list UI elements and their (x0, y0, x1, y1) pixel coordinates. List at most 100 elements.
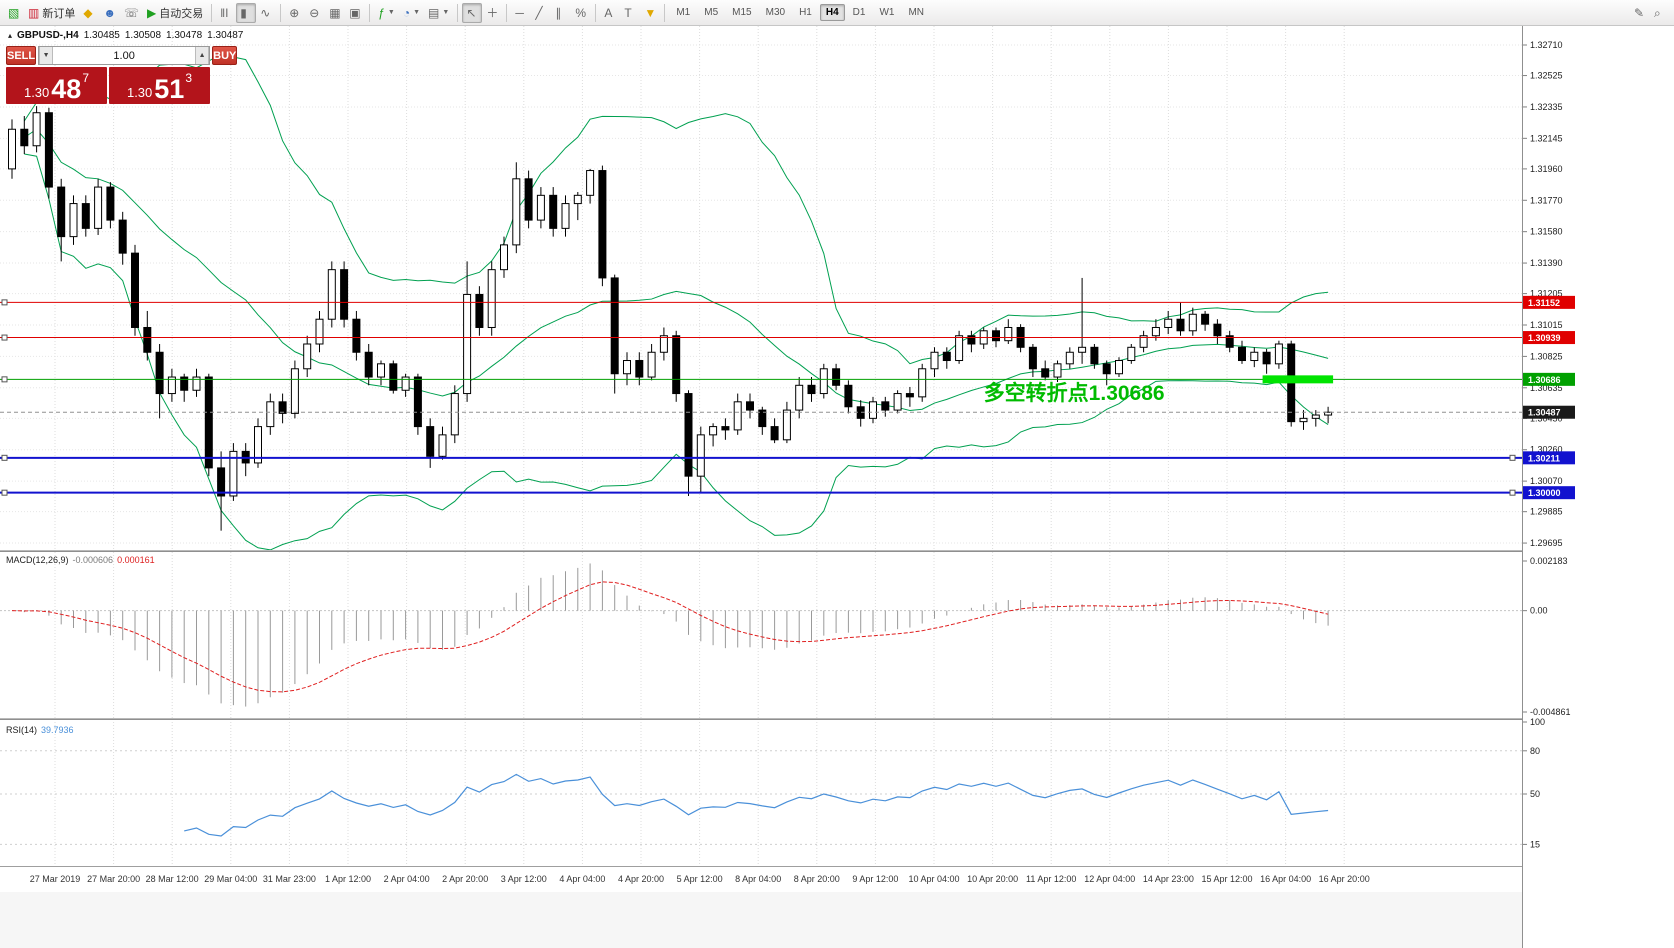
timeframe-button-m15[interactable]: M15 (732, 7, 752, 18)
buy-button[interactable]: BUY (212, 46, 238, 65)
cursor-icon: ↖ (466, 5, 477, 20)
svg-text:1.30686: 1.30686 (1528, 375, 1561, 385)
svg-text:1.31015: 1.31015 (1530, 320, 1563, 330)
indicators-button[interactable]: ƒ ▼ (374, 3, 399, 23)
time-label: 11 Apr 12:00 (1026, 874, 1077, 884)
bar-chart-button[interactable]: ǁǀ (216, 3, 236, 23)
top-toolbar: ▧ ▥ 新订单 ◆ ☻ ☏ ▶ 自动交易 ǁǀ ▮ ∿ ⊕ ⊖ ▦ ▣ ƒ ▼ ◔ ▼ … (0, 0, 1674, 26)
sell-price-sup: 7 (82, 71, 90, 85)
macd-canvas[interactable] (0, 552, 1522, 718)
profile-icon: ☻ (103, 5, 116, 20)
periods-button[interactable]: ◔ ▼ (399, 3, 424, 23)
tile-windows-button[interactable]: ▦ (325, 3, 345, 23)
timeframe-button-h4[interactable]: H4 (819, 4, 845, 21)
text-label-button[interactable]: T (620, 3, 640, 23)
svg-text:1.31390: 1.31390 (1530, 258, 1563, 268)
edit-pencil-icon: ✎ (1634, 5, 1645, 20)
buy-price-display[interactable]: 1.30 51 3 (109, 67, 210, 104)
time-label: 15 Apr 12:00 (1201, 874, 1253, 884)
timeframe-button-mn[interactable]: MN (908, 7, 925, 18)
new-order-button[interactable]: ▥ 新订单 (24, 3, 79, 23)
macd-indicator-label: MACD(12,26,9) -0.000606 0.000161 (6, 555, 155, 565)
panel-divider[interactable] (0, 718, 1522, 720)
timeframe-button-h1[interactable]: H1 (799, 7, 812, 18)
timeframe-button-w1[interactable]: W1 (879, 7, 895, 18)
sell-price-display[interactable]: 1.30 48 7 (6, 67, 107, 104)
new-chart-icon: ▧ (8, 5, 20, 20)
text-tool-button[interactable]: A (600, 3, 620, 23)
edit-button[interactable]: ✎ (1630, 3, 1650, 23)
svg-text:1.32145: 1.32145 (1530, 133, 1563, 143)
macd-name: MACD(12,26,9) (6, 555, 69, 565)
trendline-button[interactable]: ╱ (531, 3, 551, 23)
templates-button[interactable]: ▤ ▼ (424, 3, 453, 23)
svg-text:50: 50 (1530, 789, 1540, 799)
zoom-in-button[interactable]: ⊕ (285, 3, 305, 23)
main-chart-canvas[interactable]: 多空转折点1.30686 (0, 26, 1522, 550)
shapes-dropdown-button[interactable]: ▼ (640, 3, 660, 23)
panel-divider[interactable] (0, 550, 1522, 552)
profile-button[interactable]: ☻ (99, 3, 120, 23)
fibonacci-button[interactable]: % (571, 3, 591, 23)
chevron-down-icon: ▼ (413, 9, 421, 16)
channel-button[interactable]: ∥ (551, 3, 571, 23)
chevron-down-icon: ▼ (387, 9, 395, 16)
svg-text:0.00: 0.00 (1530, 606, 1548, 616)
window-marker-icon[interactable]: ▴ (8, 31, 13, 40)
time-label: 28 Mar 12:00 (145, 874, 199, 884)
timeframe-button-m1[interactable]: M1 (676, 7, 691, 18)
periods-icon: ◔ (402, 5, 411, 20)
arrange-windows-button[interactable]: ▣ (345, 3, 365, 23)
time-label: 16 Apr 04:00 (1260, 874, 1312, 884)
support-icon: ☏ (123, 5, 139, 20)
time-label: 27 Mar 20:00 (87, 874, 141, 884)
candlestick-chart-button[interactable]: ▮ (236, 2, 257, 23)
templates-icon: ▤ (428, 5, 440, 20)
zoom-in-icon: ⊕ (289, 5, 300, 20)
zoom-out-icon: ⊖ (309, 5, 320, 20)
volume-up-button[interactable]: ▲ (195, 47, 210, 64)
new-chart-button[interactable]: ▧ (4, 3, 24, 23)
volume-down-button[interactable]: ▼ (39, 47, 54, 64)
svg-text:1.29885: 1.29885 (1530, 507, 1563, 517)
arrow-shape-icon: ▼ (644, 5, 657, 20)
toolbar-separator (211, 3, 213, 22)
search-button[interactable]: ⌕ (1650, 3, 1670, 23)
rsi-canvas[interactable] (0, 722, 1522, 866)
time-label: 1 Apr 12:00 (324, 874, 372, 884)
autotrading-button[interactable]: ▶ 自动交易 (143, 3, 207, 23)
turning-point-highlight[interactable] (1262, 375, 1334, 384)
horizontal-line-button[interactable]: ─ (511, 3, 531, 23)
cursor-button[interactable]: ↖ (462, 2, 483, 23)
timeframe-button-d1[interactable]: D1 (852, 7, 866, 18)
svg-text:-0.004861: -0.004861 (1530, 707, 1571, 717)
time-label: 9 Apr 12:00 (852, 874, 899, 884)
volume-control: ▼ ▲ (38, 46, 211, 65)
zoom-out-button[interactable]: ⊖ (305, 3, 325, 23)
support-button[interactable]: ☏ (120, 3, 143, 23)
toolbar-separator (280, 3, 282, 22)
time-label: 27 Mar 2019 (29, 874, 81, 884)
crosshair-icon: ＋ (486, 5, 499, 20)
timeframe-button-m5[interactable]: M5 (704, 7, 719, 18)
autotrading-label: 自动交易 (159, 7, 204, 20)
sell-button[interactable]: SELL (6, 46, 37, 65)
svg-text:1.32710: 1.32710 (1530, 40, 1563, 50)
channel-icon: ∥ (555, 5, 562, 20)
panel-divider (0, 866, 1522, 867)
toolbar-separator (664, 3, 666, 22)
time-label: 10 Apr 04:00 (908, 874, 960, 884)
timeframe-button-m30[interactable]: M30 (765, 7, 786, 18)
price-axis[interactable]: 1.32710 1.32525 1.32335 1.32145 1.31960 1.317… (1522, 26, 1674, 948)
favorites-button[interactable]: ◆ (79, 3, 99, 23)
turning-point-annotation[interactable]: 多空转折点1.30686 (984, 381, 1165, 405)
trendline-icon: ╱ (535, 5, 543, 20)
crosshair-button[interactable]: ＋ (482, 3, 502, 23)
line-chart-button[interactable]: ∿ (256, 3, 276, 23)
svg-text:1.29695: 1.29695 (1530, 538, 1563, 548)
time-axis[interactable]: 27 Mar 2019 27 Mar 20:00 28 Mar 12:00 29 Ma… (0, 868, 1522, 892)
time-label: 31 Mar 23:00 (262, 874, 316, 884)
time-label: 8 Apr 04:00 (735, 874, 782, 884)
volume-input[interactable] (53, 47, 196, 64)
